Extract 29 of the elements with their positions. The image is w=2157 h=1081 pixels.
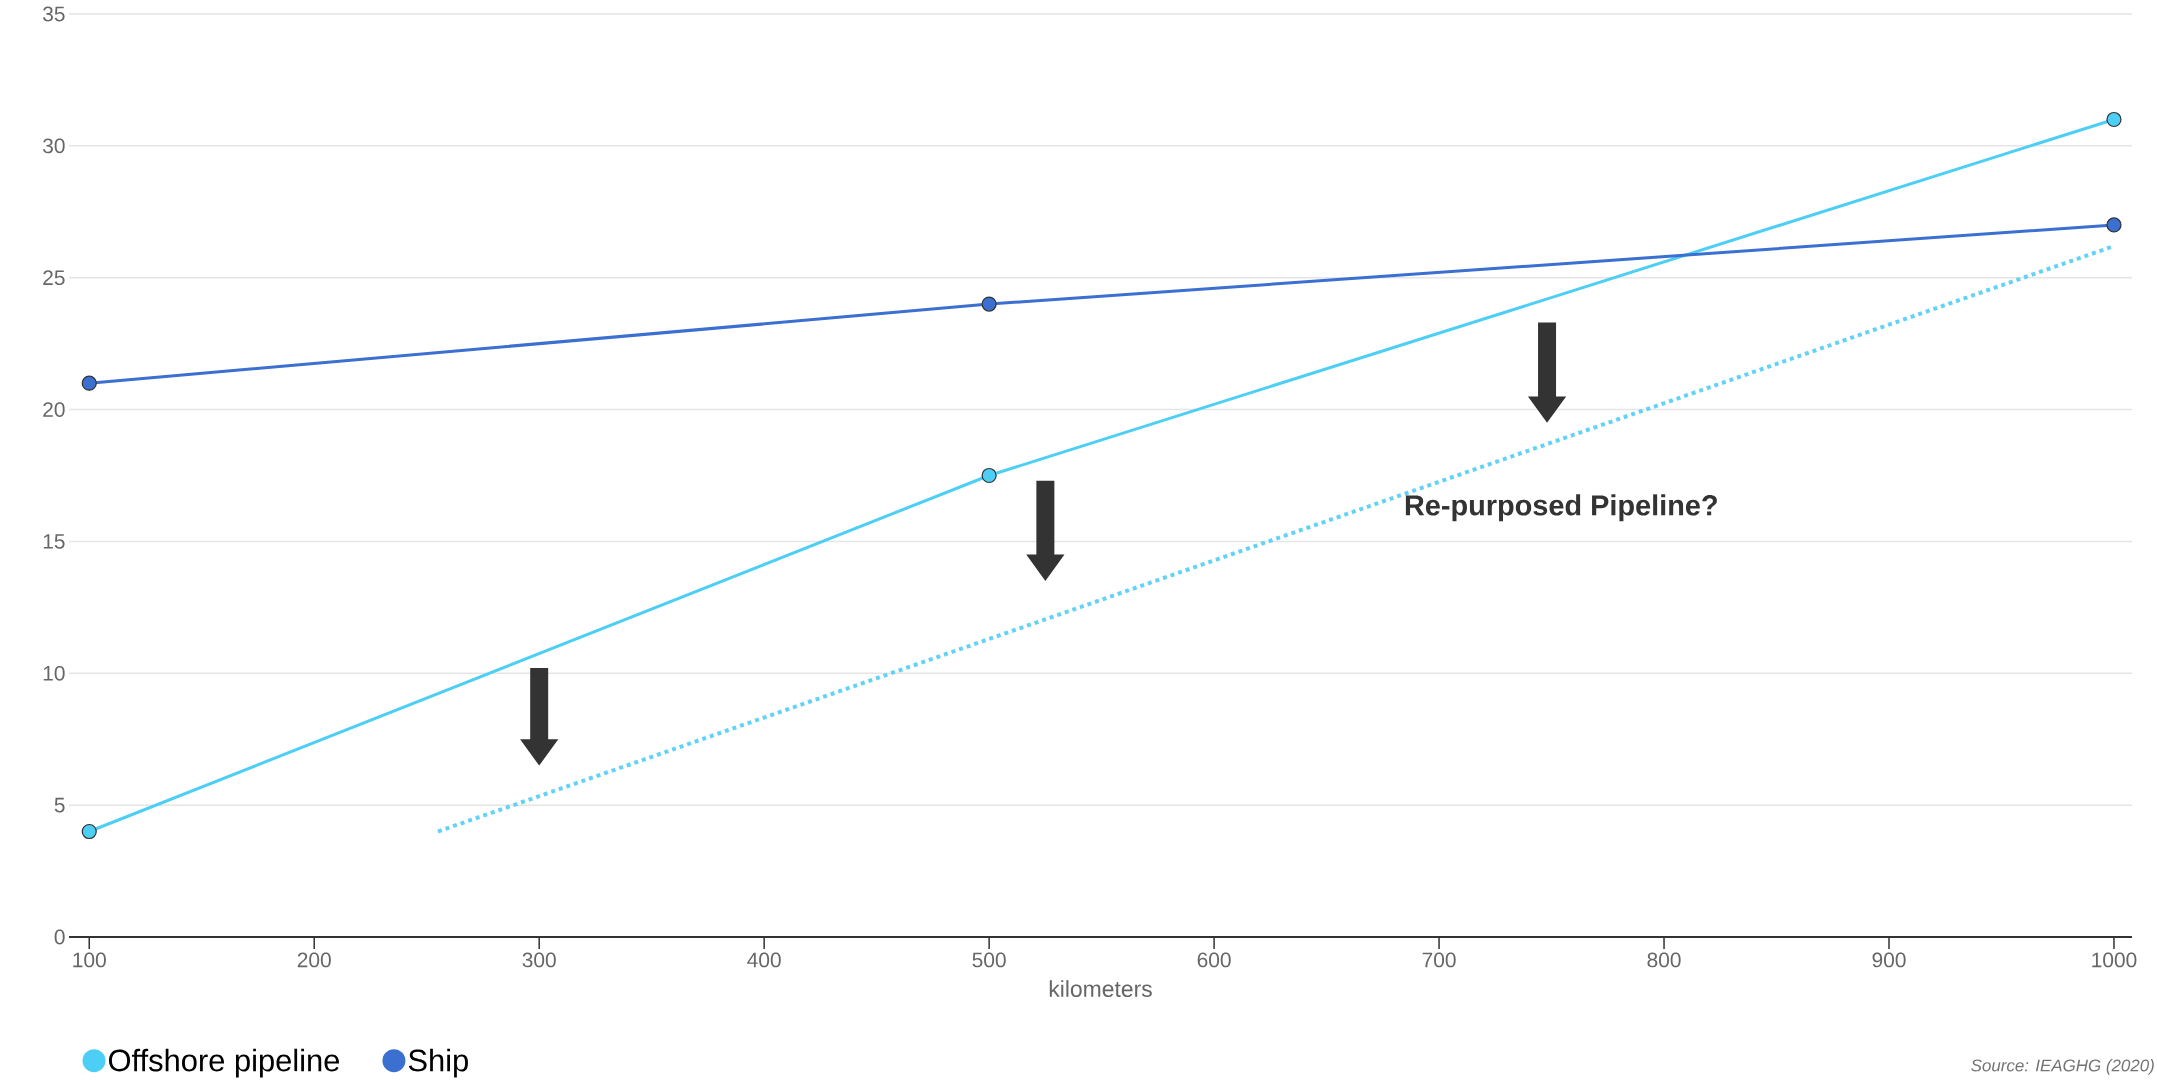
y-tick-label: 35 xyxy=(43,6,65,22)
x-tick-label: 900 xyxy=(1872,952,1906,968)
y-tick-label: 15 xyxy=(43,534,65,549)
x-tick-label: 400 xyxy=(747,952,781,968)
legend-label: Ship xyxy=(408,1048,468,1078)
point xyxy=(2106,111,2122,128)
y-tick-label: 0 xyxy=(54,929,65,945)
x-tick-label: 800 xyxy=(1647,952,1681,968)
point xyxy=(981,467,997,484)
annotation: Re-purposed Pipeline? xyxy=(1405,494,1717,522)
point xyxy=(2106,217,2122,233)
x-tick-label: 1000 xyxy=(2092,952,2137,968)
y-tick-label: 5 xyxy=(54,797,65,813)
x-tick-label: 300 xyxy=(522,952,556,968)
legend-label: Offshore pipeline xyxy=(108,1048,340,1078)
x-tick-label: 700 xyxy=(1422,952,1456,968)
x-tick-label: 600 xyxy=(1197,952,1231,968)
x-tick-label: 200 xyxy=(297,952,331,968)
y-tick-label: 10 xyxy=(43,665,65,681)
x-axis-title: kilometers xyxy=(1049,980,1152,997)
x-tick-label: 500 xyxy=(972,952,1006,968)
point xyxy=(981,296,997,312)
point xyxy=(81,375,97,391)
y-tick-label: 25 xyxy=(43,270,65,286)
text: Source: IEAGHG (2020) xyxy=(1971,1059,2154,1075)
y-tick-label: 30 xyxy=(43,138,65,154)
point xyxy=(81,823,97,840)
y-tick-label: 20 xyxy=(43,402,65,417)
x-tick-label: 100 xyxy=(73,952,106,968)
